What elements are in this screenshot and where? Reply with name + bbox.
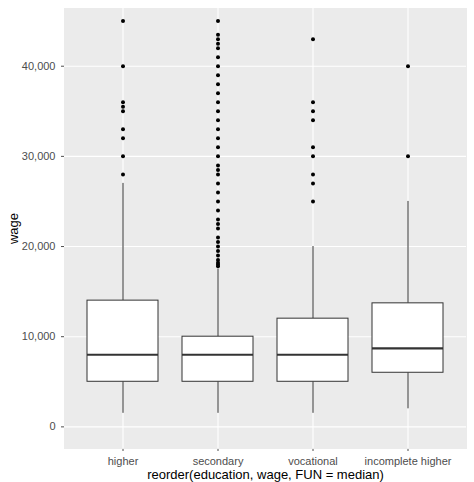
svg-text:incomplete higher: incomplete higher: [365, 455, 452, 467]
svg-text:40,000: 40,000: [22, 60, 56, 72]
svg-text:higher: higher: [108, 455, 139, 467]
svg-text:wage: wage: [6, 213, 21, 245]
svg-text:0: 0: [49, 420, 55, 432]
svg-text:reorder(education, wage, FUN =: reorder(education, wage, FUN = median): [147, 467, 384, 482]
svg-text:secondary: secondary: [193, 455, 244, 467]
svg-text:20,000: 20,000: [22, 240, 56, 252]
svg-text:30,000: 30,000: [22, 150, 56, 162]
svg-text:10,000: 10,000: [22, 330, 56, 342]
svg-text:vocational: vocational: [288, 455, 338, 467]
